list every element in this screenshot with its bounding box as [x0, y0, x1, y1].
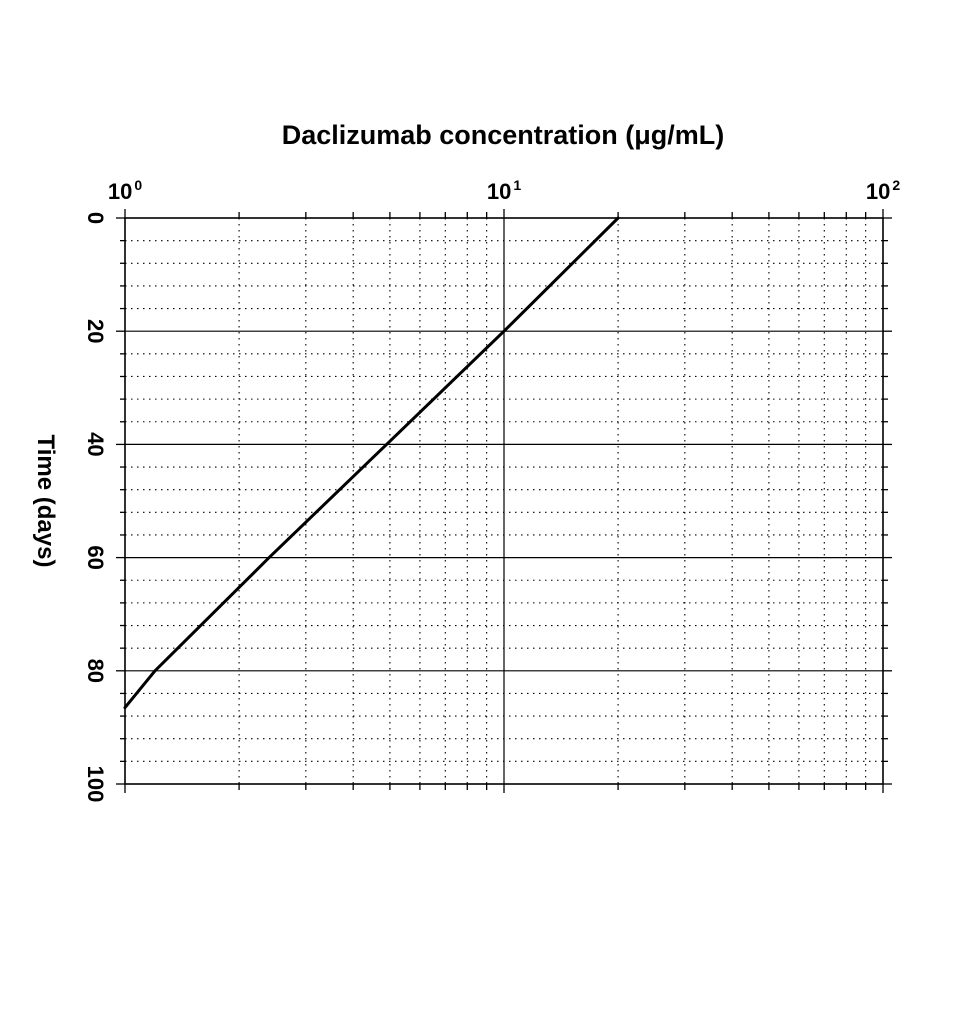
x-tick-label: 10 2 [866, 177, 900, 204]
x-axis-title: Daclizumab concentration (μg/mL) [282, 120, 725, 150]
y-axis-title: Time (days) [32, 435, 59, 568]
major-grid [125, 218, 883, 784]
x-tick-label: 10 1 [487, 177, 521, 204]
tick-labels: 10 0 10 1 10 2 0 20 40 60 80 100 [83, 177, 900, 802]
y-tick-label: 0 [83, 212, 108, 224]
y-tick-label: 60 [83, 545, 108, 569]
y-tick-label: 100 [83, 766, 108, 803]
plot-frame [124, 217, 884, 785]
x-tick-label: 10 0 [108, 177, 142, 204]
series-layer [123, 216, 620, 710]
axis-ticks [116, 209, 892, 793]
series-line [123, 216, 620, 710]
y-tick-label: 40 [83, 432, 108, 456]
y-tick-label: 80 [83, 659, 108, 683]
y-tick-label: 20 [83, 319, 108, 343]
